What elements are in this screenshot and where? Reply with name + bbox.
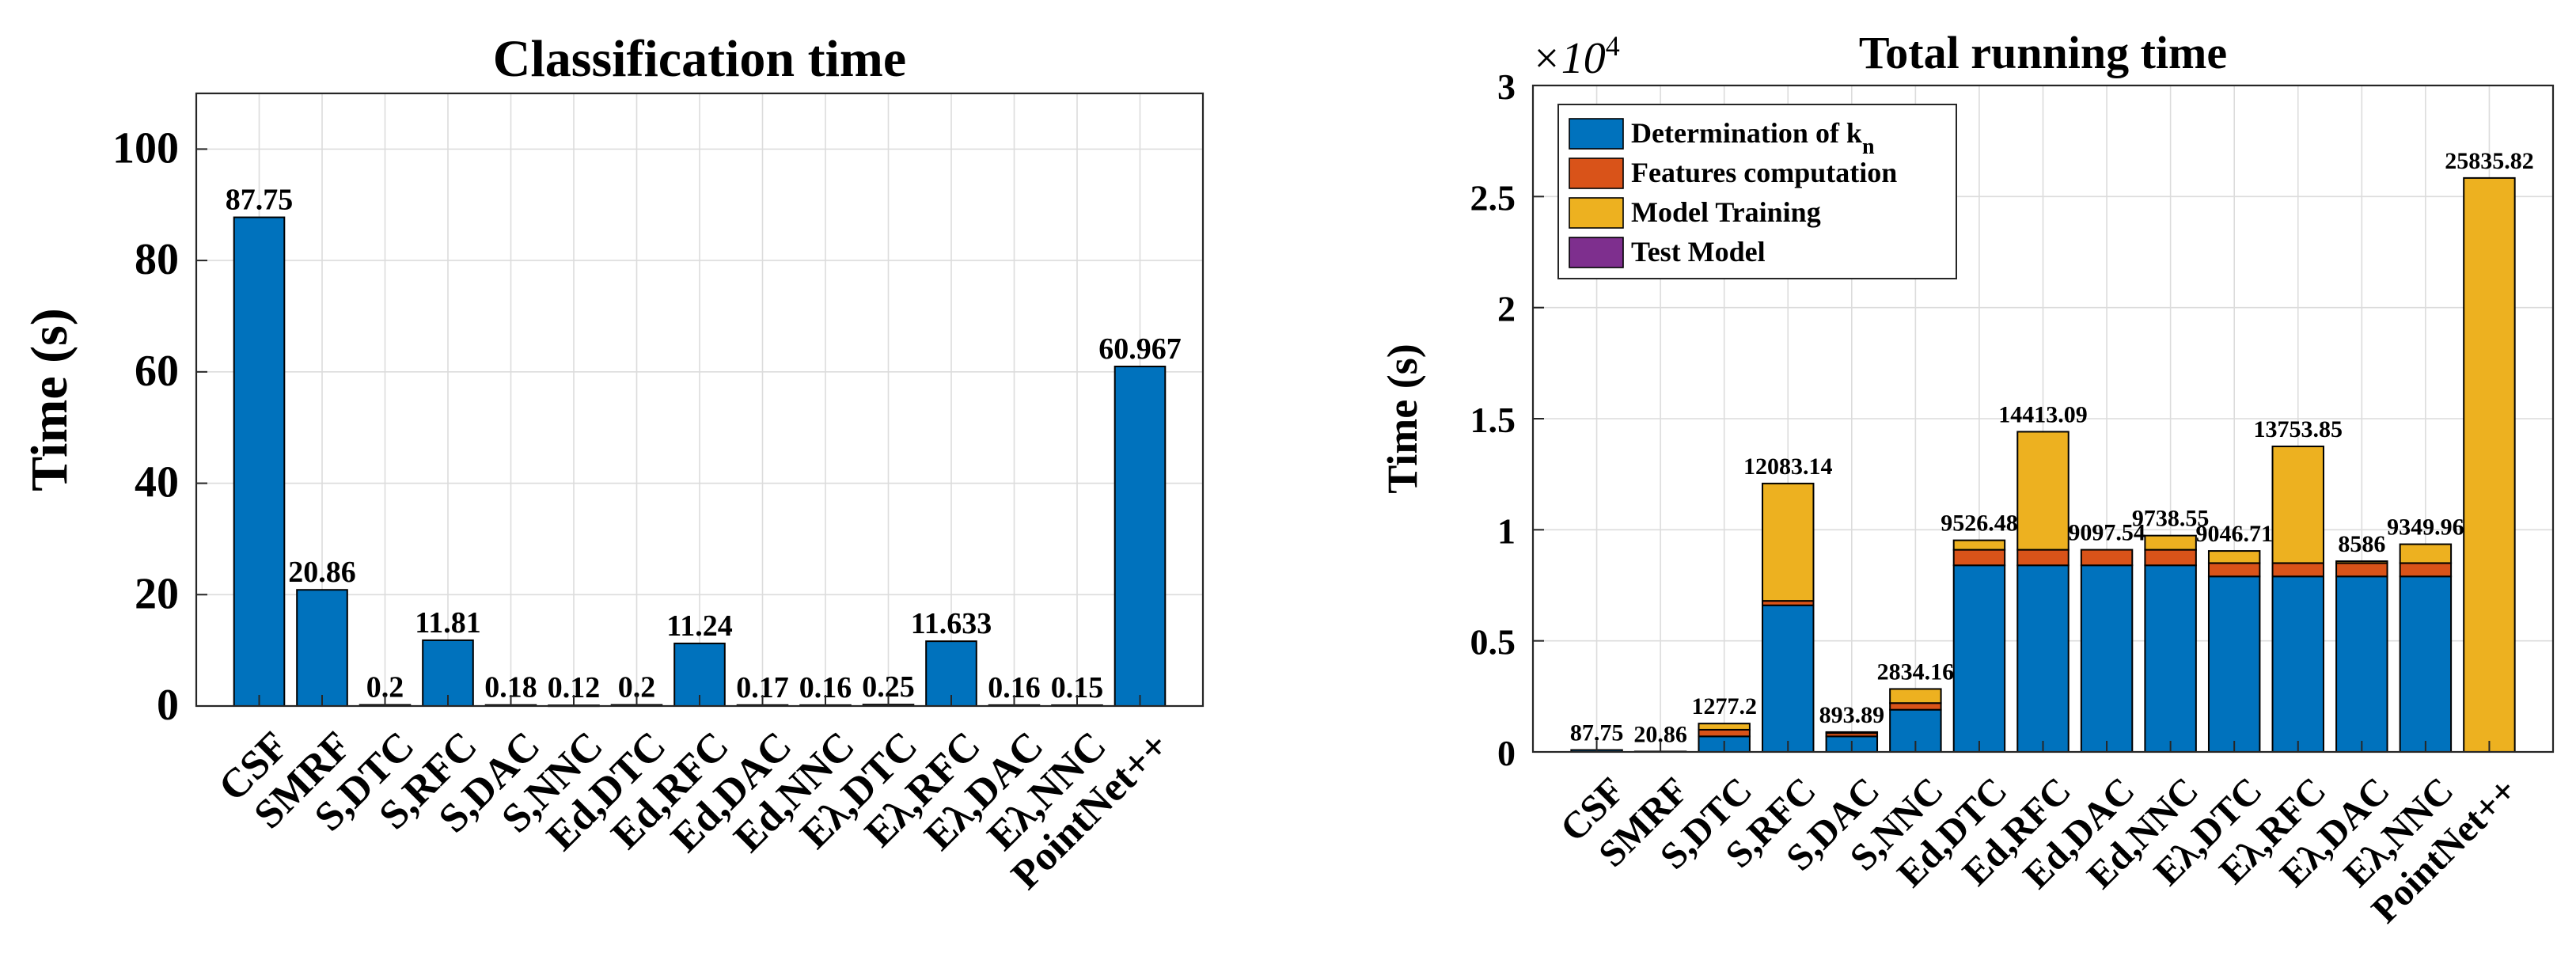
bar-segment — [2207, 562, 2261, 578]
chart-title: Total running time — [1859, 27, 2227, 78]
bar-segment — [2463, 177, 2516, 754]
grid — [196, 93, 1203, 707]
chart-title: Classification time — [493, 30, 906, 88]
legend-swatch — [1569, 197, 1624, 229]
data-label: 2834.16 — [1877, 659, 1955, 685]
bar-segment — [1952, 539, 2006, 551]
data-label: 11.633 — [911, 607, 992, 640]
bar-segment — [1825, 731, 1879, 735]
bar — [296, 589, 348, 707]
bar-segment — [2335, 560, 2388, 564]
legend-swatch — [1569, 237, 1624, 268]
y-tick-label: 1 — [1497, 511, 1516, 551]
data-label: 8586 — [2338, 531, 2385, 557]
y-tick-label: 100 — [112, 123, 179, 173]
data-label: 13753.85 — [2254, 416, 2343, 442]
bar-segment — [2144, 549, 2197, 567]
data-label: 25835.82 — [2445, 148, 2534, 174]
total-labels: 87.75 20.861277.212083.14893.892834.16952… — [1570, 148, 2534, 748]
bar-segment — [1952, 549, 2006, 567]
bar-segment — [2207, 575, 2261, 753]
bar-segment — [2399, 562, 2453, 578]
bar-segment — [2399, 575, 2453, 753]
legend-label: Features computation — [1631, 157, 1897, 188]
bar-segment — [1698, 723, 1751, 731]
y-tick-label: 40 — [135, 458, 179, 507]
bar-segment — [2271, 575, 2324, 753]
legend-box — [1557, 104, 1957, 279]
legend-label: Determination of kn — [1631, 117, 1875, 159]
bar-segment — [2399, 543, 2453, 564]
bar-segment — [1762, 604, 1815, 754]
bar-segment — [2016, 564, 2070, 753]
exponent-base: ×10 — [1531, 34, 1606, 83]
bar-segment — [2144, 534, 2197, 551]
data-label: 1277.2 — [1691, 693, 1757, 719]
y-tick-label: 20 — [135, 569, 179, 618]
bar-segment — [1762, 482, 1815, 602]
bar-segment — [2271, 445, 2324, 564]
bar-segment — [1889, 688, 1942, 704]
bar-segment — [2335, 562, 2388, 578]
bars — [233, 216, 1167, 708]
y-tick-label: 2 — [1497, 289, 1516, 329]
data-label: 9046.71 — [2195, 521, 2273, 547]
y-tick-label: 60 — [135, 347, 179, 396]
data-label: 9349.96 — [2387, 514, 2464, 541]
bar — [233, 216, 286, 707]
bar-segment — [2335, 575, 2388, 753]
y-axis-label: Time (s) — [1379, 344, 1426, 493]
data-label: 87.75 — [226, 184, 294, 217]
legend-label: Model Training — [1631, 196, 1821, 228]
bar-segment — [2207, 550, 2261, 564]
bar-segment — [2271, 562, 2324, 578]
y-tick-labels: 0 0.5 1 1.5 2 2.5 3 — [1470, 66, 1544, 773]
y-tick-labels: 0 20 40 60 80 100 — [112, 123, 207, 730]
data-label: 12083.14 — [1743, 454, 1833, 480]
data-label: 9526.48 — [1941, 511, 2018, 537]
x-tick-labels: CSFSMRFS,DTCS,RFCS,DACS,NNCEd,DTCEd,RFCE… — [1552, 741, 2525, 931]
data-label: 9738.55 — [2132, 506, 2210, 532]
y-tick-label: 1.5 — [1470, 400, 1516, 440]
bar-segment — [2016, 549, 2070, 567]
bar-segment — [1698, 728, 1751, 738]
data-label: 11.24 — [666, 609, 732, 643]
data-label: 20.86 — [288, 556, 356, 589]
legend-swatch — [1569, 118, 1624, 150]
data-label: 9097.54 — [2068, 520, 2145, 546]
y-tick-label: 0 — [157, 681, 179, 730]
y-tick-label: 3 — [1497, 66, 1516, 107]
legend-label: Test Model — [1631, 236, 1766, 268]
legend-swatch — [1569, 158, 1624, 189]
data-label: 893.89 — [1819, 702, 1885, 728]
stacked-bars — [1570, 177, 2516, 754]
bar-segment — [2080, 549, 2134, 567]
y-tick-label: 0 — [1497, 733, 1516, 773]
y-tick-label: 80 — [135, 235, 179, 284]
axis-exponent: ×104 — [1531, 30, 1620, 83]
bar-segment — [2144, 564, 2197, 753]
exponent-power: 4 — [1606, 30, 1620, 62]
y-tick-label: 2.5 — [1470, 177, 1516, 218]
bar-segment — [1889, 702, 1942, 711]
data-label: 11.81 — [415, 606, 480, 640]
bar-segment — [2080, 564, 2134, 753]
bar-segment — [1952, 564, 2006, 753]
y-axis-label: Time (s) — [21, 308, 78, 492]
y-tick-label: 0.5 — [1470, 622, 1516, 662]
bar — [1113, 366, 1167, 707]
data-label: 60.967 — [1098, 332, 1182, 366]
x-tick-labels: CSFSMRFS,DTCS,RFCS,DACS,NNCEd,DTCEd,RFCE… — [211, 695, 1178, 898]
data-label: 14413.09 — [1998, 401, 2088, 427]
bar-segment — [2016, 431, 2070, 551]
total-running-time-chart: 87.75 20.861277.212083.14893.892834.16952… — [1379, 27, 2555, 931]
